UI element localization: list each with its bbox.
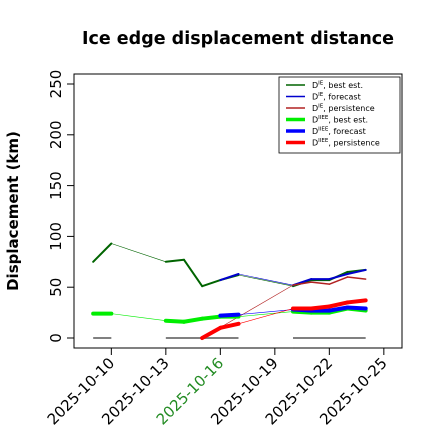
- series-segment: [291, 309, 314, 315]
- chart-title: Ice edge displacement distance: [82, 29, 394, 49]
- series-segment: [346, 268, 367, 275]
- series-segment: [111, 313, 167, 322]
- series-segment: [238, 311, 294, 317]
- series-segment: [345, 305, 368, 311]
- plot-layer: [91, 242, 368, 340]
- series-segment: [183, 258, 204, 288]
- y-tick-label-50: 50: [47, 278, 65, 297]
- series-segment: [238, 308, 294, 325]
- series-segment: [182, 316, 205, 324]
- series-segment: [218, 321, 241, 330]
- legend-entry-3: DIIEE, best est.: [312, 115, 368, 125]
- y-axis-label: Displacement (km): [4, 131, 22, 291]
- legend-entry-1: DIE, forecast: [312, 92, 361, 102]
- series-segment: [328, 272, 349, 281]
- y-tick-label-200: 200: [47, 120, 65, 149]
- y-tick-label-100: 100: [47, 222, 65, 251]
- series-segment: [111, 243, 167, 263]
- series-segment: [327, 300, 350, 309]
- series-segment: [327, 305, 350, 313]
- legend-entry-5: DIIEE, persistence: [312, 138, 380, 148]
- series-segment: [164, 258, 185, 263]
- series-segment: [238, 273, 294, 286]
- series-segment: [309, 304, 332, 311]
- y-tick-label-250: 250: [47, 70, 65, 99]
- series-segment: [200, 325, 223, 340]
- series-1: [219, 268, 367, 287]
- series-segment: [346, 276, 367, 280]
- legend-entry-0: DIE, best est.: [312, 81, 363, 91]
- series-segment: [310, 281, 331, 285]
- series-segment: [218, 312, 241, 318]
- legend: DIE, best est.DIE, forecast DIE, persiste…: [278, 76, 401, 154]
- series-segment: [200, 314, 223, 321]
- series-segment: [219, 272, 240, 282]
- y-tick-label-0: 0: [47, 333, 65, 343]
- plot-frame: [73, 73, 403, 349]
- series-5: [200, 298, 368, 340]
- series-segment: [238, 274, 294, 287]
- series-segment: [201, 279, 222, 288]
- series-segment: [163, 318, 186, 324]
- series-segment: [92, 242, 113, 263]
- series-segment: [292, 281, 312, 286]
- legend-entry-4: DIIEE, forecast: [312, 127, 366, 137]
- legend-box: [278, 76, 401, 154]
- series-segment: [345, 298, 368, 305]
- y-tick-label-150: 150: [47, 171, 65, 200]
- legend-entry-2: DIE, persistence: [312, 104, 375, 114]
- series-segment: [238, 309, 294, 315]
- series-segment: [328, 276, 349, 285]
